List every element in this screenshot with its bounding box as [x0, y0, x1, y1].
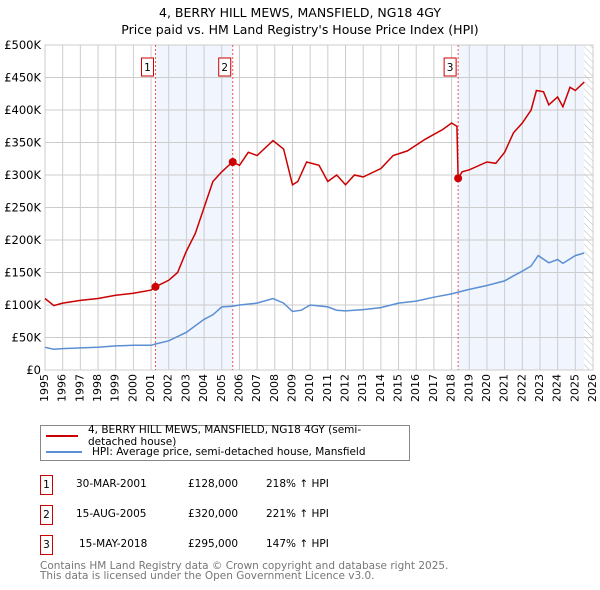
- x-tick-label: 2013: [356, 374, 369, 402]
- price-chart: 1995 1996 1997 1998 1999 2000 2001 2002 2003 2004…: [4, 38, 599, 402]
- legend-item-hpi: HPI: Average price, semi-detached house,…: [46, 445, 366, 459]
- x-tick-label: 2016: [409, 374, 422, 402]
- x-tick-label: 1999: [109, 374, 122, 402]
- sale-date: 15-AUG-2005: [76, 508, 147, 520]
- sale-marker-1: 1: [40, 475, 53, 495]
- x-tick-label: 2001: [144, 374, 157, 402]
- x-tick-label: 2021: [498, 374, 511, 402]
- sale-hpi: 221% ↑ HPI: [266, 508, 329, 520]
- x-tick-label: 2017: [427, 374, 440, 402]
- title-line-1: 4, BERRY HILL MEWS, MANSFIELD, NG18 4GY: [159, 5, 441, 20]
- x-tick-label: 2023: [533, 374, 546, 402]
- legend-label-hpi: HPI: Average price, semi-detached house,…: [92, 446, 366, 458]
- x-tick-label: 1997: [73, 374, 86, 402]
- y-tick-label: £400K: [4, 103, 41, 117]
- y-tick-label: £450K: [4, 71, 41, 85]
- sale-price: £320,000: [188, 508, 239, 520]
- plot-border: [44, 44, 594, 371]
- x-tick-label: 1995: [38, 374, 51, 402]
- y-tick-label: £0: [26, 363, 41, 377]
- sale-marker-2: 2: [40, 505, 53, 525]
- sale-marker-3: 3: [40, 535, 53, 555]
- y-tick-label: £350K: [4, 136, 41, 150]
- y-tick-label: £150K: [4, 266, 41, 280]
- sale-label: 1: [144, 62, 151, 74]
- x-tick-label: 2018: [445, 374, 458, 402]
- x-tick-label: 2002: [162, 374, 175, 402]
- y-tick-label: £100K: [4, 298, 41, 312]
- sale-point: [151, 282, 160, 291]
- x-tick-label: 2020: [480, 374, 493, 402]
- x-tick-label: 2010: [303, 374, 316, 402]
- y-tick-label: £300K: [4, 168, 41, 182]
- x-tick-label: 2003: [179, 374, 192, 402]
- legend-swatch-red: [46, 435, 78, 437]
- y-tick-label: £500K: [4, 38, 41, 52]
- x-tick-label: 2015: [392, 374, 405, 402]
- x-tick-label: 2009: [285, 374, 298, 402]
- footer-line-1: Contains HM Land Registry data © Crown c…: [40, 560, 449, 572]
- sale-label: 3: [447, 62, 454, 74]
- x-tick-label: 2019: [462, 374, 475, 402]
- sale-row-2: 2 15-AUG-2005 £320,000 221% ↑ HPI: [40, 505, 440, 525]
- legend-item-property: 4, BERRY HILL MEWS, MANSFIELD, NG18 4GY …: [46, 424, 409, 448]
- sale-label: 2: [221, 62, 228, 74]
- sale-point: [454, 174, 463, 183]
- sale-label-box: [218, 57, 232, 77]
- x-tick-label: 1996: [56, 374, 69, 402]
- x-tick-label: 2000: [126, 374, 139, 402]
- x-tick-label: 2022: [515, 374, 528, 402]
- footer: Contains HM Land Registry data © Crown c…: [40, 560, 449, 582]
- sale-row-3: 3 15-MAY-2018 £295,000 147% ↑ HPI: [40, 535, 440, 555]
- series-line: [44, 81, 585, 307]
- x-tick-label: 2006: [232, 374, 245, 402]
- sale-label-box: [140, 57, 154, 77]
- sale-date: 15-MAY-2018: [79, 538, 148, 550]
- sale-date: 30-MAR-2001: [76, 478, 147, 490]
- x-tick-label: 2007: [250, 374, 263, 402]
- sale-label-box: [443, 57, 457, 77]
- legend-label-property: 4, BERRY HILL MEWS, MANSFIELD, NG18 4GY …: [87, 424, 362, 448]
- x-tick-label: 1998: [91, 374, 104, 402]
- legend: 4, BERRY HILL MEWS, MANSFIELD, NG18 4GY …: [40, 424, 410, 461]
- sale-point: [228, 158, 237, 166]
- x-tick-label: 2004: [197, 374, 210, 402]
- series-line: [44, 252, 585, 350]
- sale-price: £295,000: [188, 538, 239, 550]
- x-tick-label: 2024: [551, 374, 564, 402]
- x-tick-label: 2008: [268, 374, 281, 402]
- legend-swatch-blue: [46, 451, 82, 453]
- x-tick-label: 2025: [568, 374, 581, 402]
- x-tick-label: 2005: [215, 374, 228, 402]
- chart-title: 4, BERRY HILL MEWS, MANSFIELD, NG18 4GY …: [0, 4, 600, 38]
- x-tick-label: 2012: [339, 374, 352, 402]
- title-line-2: Price paid vs. HM Land Registry's House …: [121, 22, 479, 37]
- y-tick-label: £50K: [12, 331, 42, 345]
- x-tick-label: 2014: [374, 374, 387, 402]
- y-tick-label: £250K: [4, 201, 41, 215]
- y-tick-label: £200K: [4, 233, 41, 247]
- sale-price: £128,000: [188, 478, 239, 490]
- x-tick-label: 2011: [321, 374, 334, 402]
- sale-hpi: 218% ↑ HPI: [266, 478, 329, 490]
- footer-line-2: This data is licensed under the Open Gov…: [40, 570, 375, 582]
- sale-hpi: 147% ↑ HPI: [266, 538, 329, 550]
- sale-row-1: 1 30-MAR-2001 £128,000 218% ↑ HPI: [40, 475, 440, 495]
- x-tick-label: 2026: [586, 374, 599, 402]
